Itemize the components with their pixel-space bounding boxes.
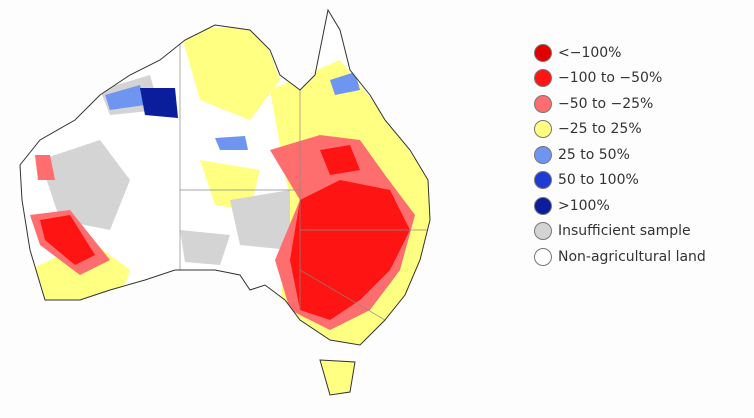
legend-item: −100 to −50%	[534, 66, 706, 92]
legend-item: Non-agricultural land	[534, 244, 706, 270]
legend-swatch	[534, 222, 552, 241]
legend-label: Non-agricultural land	[558, 248, 706, 265]
state-borders	[179, 40, 428, 321]
red-regions	[40, 145, 410, 320]
legend-label: −50 to −25%	[558, 95, 654, 112]
legend-item: 50 to 100%	[534, 168, 706, 194]
legend-label: <−100%	[558, 44, 622, 61]
legend-label: Insufficient sample	[558, 223, 691, 240]
legend-item: >100%	[534, 193, 706, 219]
legend-item: Insufficient sample	[534, 219, 706, 245]
legend-swatch	[534, 196, 552, 215]
legend-label: >100%	[558, 197, 610, 214]
legend-label: −25 to 25%	[558, 121, 642, 138]
legend-swatch	[534, 145, 552, 164]
legend-swatch	[534, 171, 552, 190]
legend-label: 50 to 100%	[558, 172, 639, 189]
legend-item: −50 to −25%	[534, 91, 706, 117]
legend-label: −100 to −50%	[558, 70, 663, 87]
legend-item: 25 to 50%	[534, 142, 706, 168]
blue-regions	[105, 72, 360, 150]
legend-item: <−100%	[534, 40, 706, 66]
legend-swatch	[534, 247, 552, 266]
legend-swatch	[534, 43, 552, 62]
legend-swatch	[534, 94, 552, 113]
legend-swatch	[534, 120, 552, 139]
legend-item: −25 to 25%	[534, 117, 706, 143]
legend-label: 25 to 50%	[558, 146, 630, 163]
map-legend: <−100% −100 to −50% −50 to −25% −25 to 25% 2…	[534, 40, 706, 270]
coastline	[19, 8, 431, 396]
legend-swatch	[534, 69, 552, 88]
